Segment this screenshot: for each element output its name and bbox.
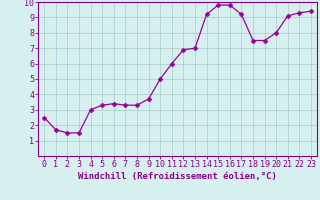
X-axis label: Windchill (Refroidissement éolien,°C): Windchill (Refroidissement éolien,°C) (78, 172, 277, 181)
